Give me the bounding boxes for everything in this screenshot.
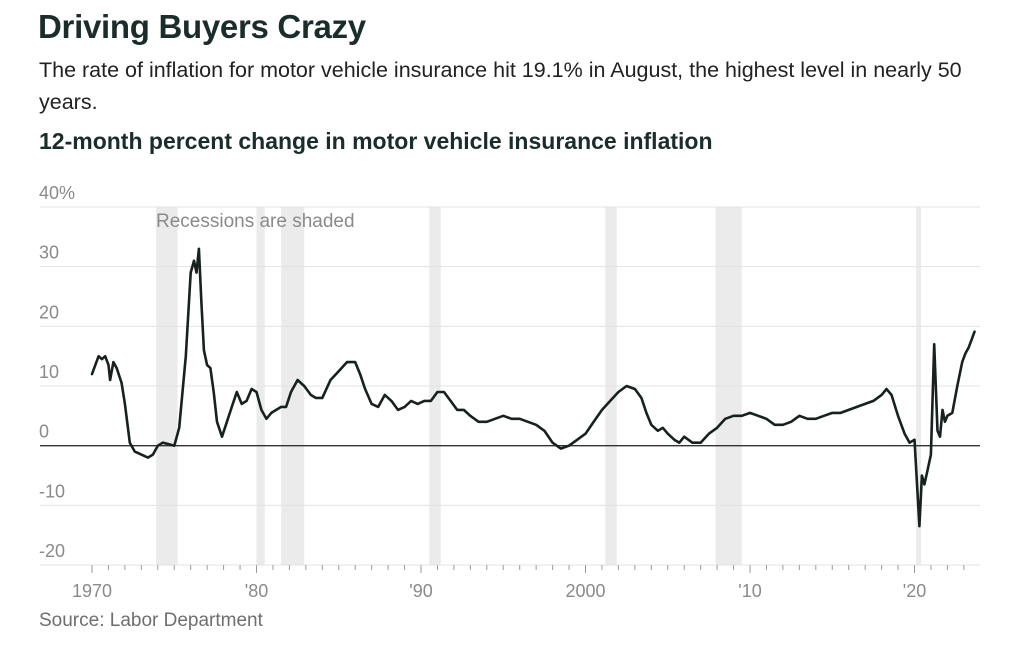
y-tick-label: 10 — [39, 362, 59, 382]
x-tick-label: '20 — [903, 581, 926, 601]
y-tick-label: -20 — [39, 541, 65, 561]
x-tick-label: '90 — [409, 581, 432, 601]
chart-subtitle: The rate of inflation for motor vehicle … — [39, 58, 962, 114]
y-tick-label: 30 — [39, 243, 59, 263]
series-line-insurance-inflation — [90, 247, 976, 528]
y-tick-label: 20 — [39, 302, 59, 322]
x-tick-label: '10 — [738, 581, 761, 601]
chart-heading: 12-month percent change in motor vehicle… — [39, 128, 713, 154]
gridlines — [40, 206, 980, 566]
y-tick-label: 0 — [39, 422, 49, 442]
x-tick-label: 2000 — [565, 581, 605, 601]
source-note: Source: Labor Department — [39, 610, 263, 631]
y-axis-ticks: 40% 30 20 10 0 -10 -20 — [39, 183, 75, 561]
y-tick-label: 40% — [39, 183, 75, 203]
recession-annotation: Recessions are shaded — [156, 211, 355, 232]
x-tick-label: '80 — [245, 581, 268, 601]
x-tick-label: 1970 — [72, 581, 112, 601]
x-axis-ticks: 1970 '80 '90 2000 '10 '20 — [72, 565, 965, 601]
y-tick-label: -10 — [39, 481, 65, 501]
chart-title: Driving Buyers Crazy — [38, 8, 366, 45]
